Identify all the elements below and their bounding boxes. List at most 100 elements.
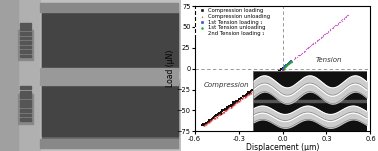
Bar bbox=[159, 14, 163, 71]
Bar bbox=[40, 3, 178, 12]
Point bbox=[235, 99, 242, 102]
Point bbox=[220, 111, 226, 114]
Bar bbox=[56, 79, 60, 136]
Point bbox=[207, 120, 213, 122]
Point bbox=[327, 28, 333, 30]
Point bbox=[243, 94, 249, 96]
Bar bbox=[130, 79, 134, 136]
Point bbox=[286, 62, 292, 65]
Point bbox=[205, 120, 211, 123]
Point bbox=[284, 64, 290, 66]
Point bbox=[287, 62, 293, 65]
Bar bbox=[81, 82, 85, 139]
Point bbox=[339, 18, 345, 20]
Point bbox=[261, 82, 267, 84]
Point bbox=[279, 67, 285, 69]
Point bbox=[327, 29, 333, 31]
Bar bbox=[169, 79, 173, 136]
Point bbox=[280, 66, 287, 69]
Point bbox=[335, 21, 341, 24]
Bar bbox=[140, 82, 144, 139]
Point bbox=[281, 68, 287, 70]
Point bbox=[314, 39, 320, 41]
Point bbox=[199, 124, 205, 127]
Point bbox=[224, 107, 230, 110]
Point bbox=[299, 51, 305, 54]
Text: Compression: Compression bbox=[204, 82, 250, 88]
Point bbox=[221, 111, 227, 113]
Bar bbox=[174, 14, 178, 71]
Point bbox=[237, 99, 243, 101]
Bar bbox=[76, 82, 80, 139]
Point bbox=[285, 63, 291, 65]
Point bbox=[285, 63, 291, 66]
Point bbox=[228, 106, 234, 108]
Bar bbox=[46, 82, 51, 139]
Point bbox=[283, 65, 289, 67]
Point bbox=[294, 56, 300, 58]
Point bbox=[312, 41, 318, 44]
Point bbox=[341, 18, 347, 20]
Point bbox=[208, 119, 214, 121]
Point bbox=[215, 113, 221, 115]
Bar bbox=[105, 82, 109, 139]
Point bbox=[225, 107, 231, 109]
Point bbox=[224, 106, 230, 108]
Bar bbox=[115, 14, 119, 71]
Point bbox=[209, 118, 215, 120]
Bar bbox=[140, 11, 144, 68]
Point bbox=[321, 33, 327, 35]
Point bbox=[201, 123, 207, 126]
Bar bbox=[61, 82, 65, 139]
Point bbox=[211, 117, 217, 119]
Point bbox=[253, 86, 259, 88]
Point bbox=[318, 37, 324, 39]
Bar bbox=[130, 11, 134, 68]
Point bbox=[331, 25, 337, 28]
Point bbox=[324, 31, 330, 34]
Point bbox=[299, 52, 305, 54]
Bar bbox=[20, 23, 31, 26]
Point bbox=[339, 19, 345, 22]
Point bbox=[202, 122, 208, 125]
Point bbox=[206, 120, 212, 123]
Point bbox=[236, 98, 242, 101]
Point bbox=[308, 43, 314, 46]
Point bbox=[215, 114, 221, 117]
Point bbox=[297, 53, 303, 56]
Point bbox=[228, 106, 234, 108]
Point bbox=[230, 101, 236, 103]
Point bbox=[251, 88, 257, 91]
Point bbox=[211, 116, 217, 118]
Point bbox=[310, 42, 316, 45]
Bar bbox=[101, 82, 104, 139]
Point bbox=[201, 124, 207, 127]
Point bbox=[260, 81, 266, 84]
Point bbox=[333, 24, 339, 26]
Point bbox=[292, 57, 298, 60]
Bar bbox=[76, 14, 80, 71]
Point bbox=[325, 29, 332, 32]
Bar bbox=[135, 14, 139, 71]
Bar bbox=[101, 14, 104, 71]
Point bbox=[250, 90, 256, 92]
Bar bbox=[20, 55, 31, 57]
Point bbox=[217, 112, 223, 115]
Bar bbox=[86, 11, 90, 68]
Point bbox=[204, 122, 210, 125]
Bar bbox=[159, 11, 163, 68]
Bar bbox=[164, 14, 168, 71]
Bar bbox=[20, 118, 31, 121]
Point bbox=[212, 115, 218, 117]
Point bbox=[202, 123, 208, 125]
Point bbox=[262, 81, 268, 83]
Point bbox=[242, 94, 248, 97]
Point bbox=[288, 61, 294, 63]
Point bbox=[222, 108, 228, 110]
Point bbox=[234, 100, 240, 102]
Bar bbox=[125, 82, 129, 139]
Bar bbox=[105, 14, 109, 71]
Point bbox=[275, 71, 281, 74]
Point bbox=[217, 112, 223, 115]
Point bbox=[249, 89, 255, 91]
